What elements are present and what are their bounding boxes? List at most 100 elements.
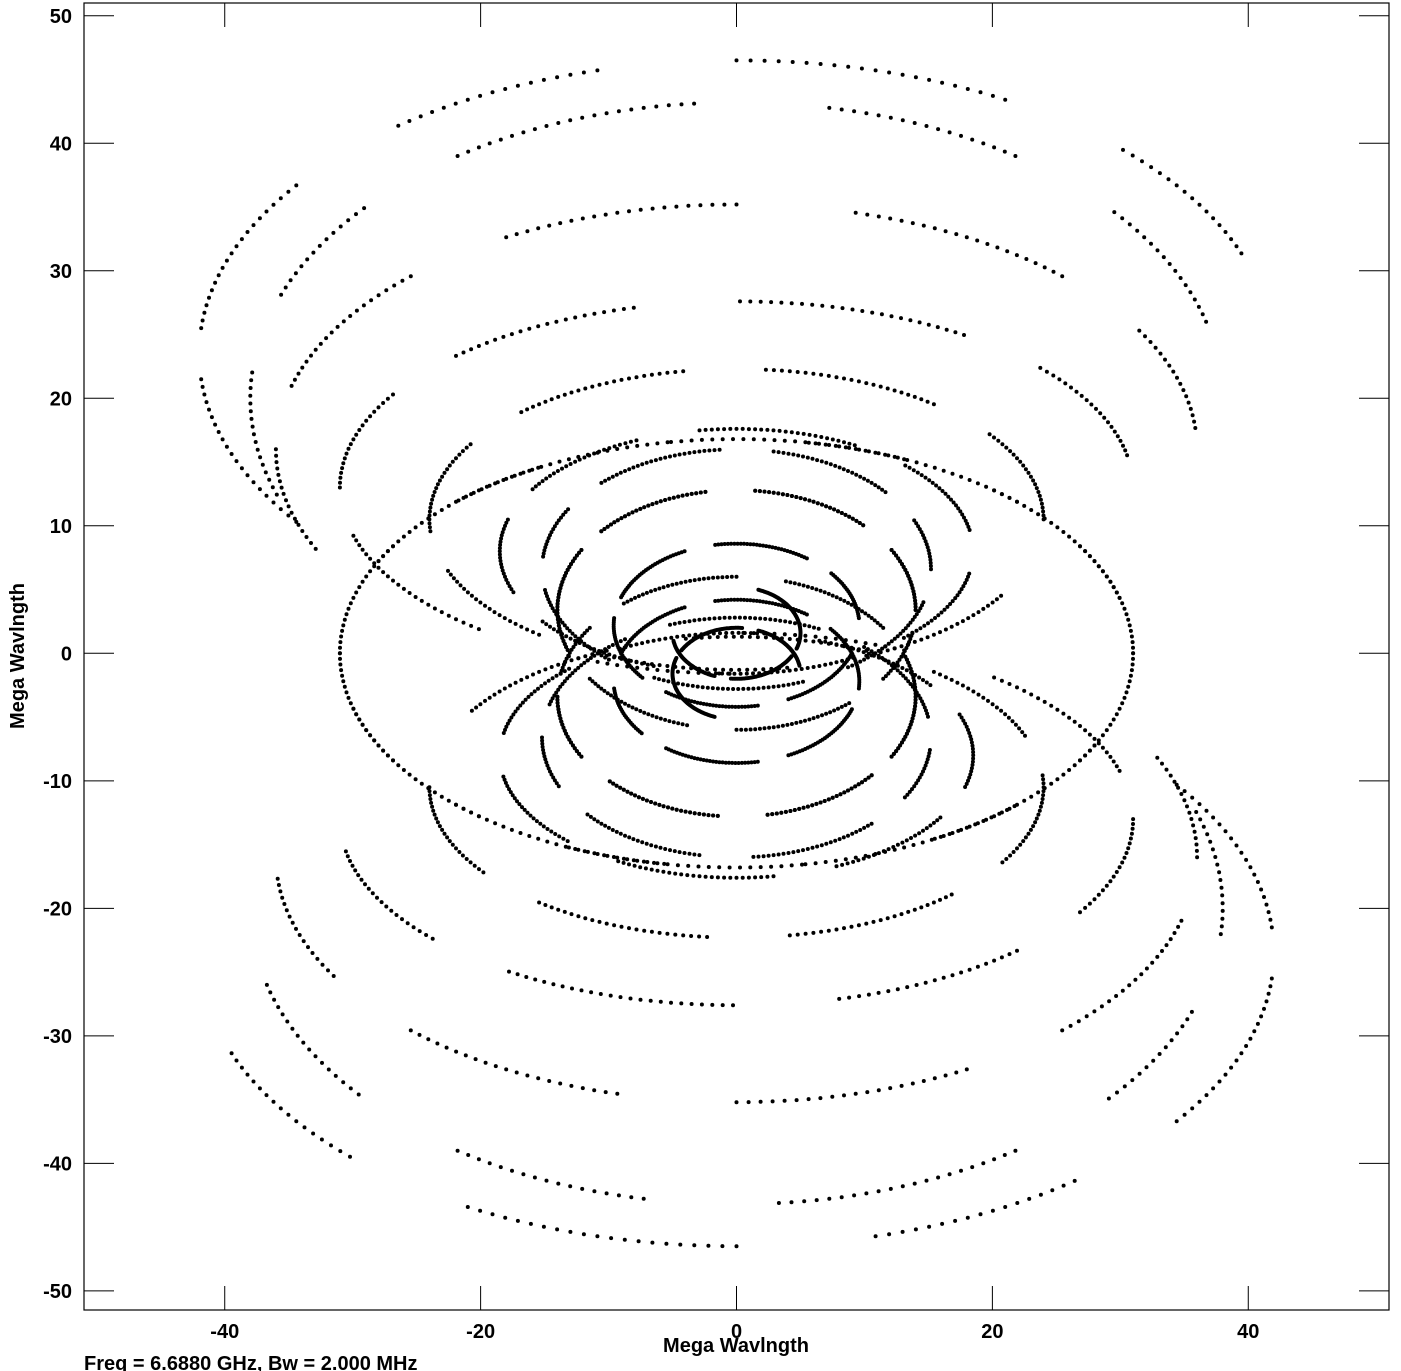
uv-point xyxy=(548,624,552,629)
uv-point xyxy=(635,838,640,843)
uv-point xyxy=(970,762,975,767)
uv-point xyxy=(1029,508,1034,512)
uv-point xyxy=(560,665,565,670)
uv-point xyxy=(850,307,855,312)
uv-point xyxy=(627,926,631,931)
uv-point xyxy=(1185,1017,1190,1022)
uv-point xyxy=(1114,994,1119,998)
uv-point xyxy=(338,645,342,650)
uv-point xyxy=(923,463,928,468)
uv-point xyxy=(287,914,292,919)
uv-point xyxy=(493,337,498,342)
uv-point xyxy=(638,709,643,713)
uv-point xyxy=(503,523,507,528)
uv-point xyxy=(1022,798,1027,803)
uv-point xyxy=(1262,1006,1266,1011)
uv-point xyxy=(921,769,925,774)
uv-point xyxy=(276,883,281,887)
uv-point xyxy=(435,820,440,825)
uv-point xyxy=(701,576,706,581)
uv-point xyxy=(904,668,909,673)
uv-point xyxy=(268,990,273,995)
uv-point xyxy=(1018,459,1023,464)
uv-point xyxy=(507,787,511,792)
uv-point xyxy=(569,1083,574,1088)
uv-point xyxy=(501,774,506,779)
uv-point xyxy=(417,929,422,934)
uv-point xyxy=(864,653,869,658)
uv-point xyxy=(339,634,344,639)
uv-point xyxy=(685,683,690,688)
uv-point xyxy=(898,631,903,636)
uv-point xyxy=(1013,722,1018,727)
uv-point xyxy=(554,319,559,324)
uv-point xyxy=(585,658,590,663)
uv-point xyxy=(1109,424,1114,429)
uv-point xyxy=(313,1054,318,1059)
uv-point xyxy=(678,1242,683,1247)
uv-point xyxy=(797,582,802,587)
uv-point xyxy=(917,527,922,532)
uv-point xyxy=(547,1079,552,1083)
uv-point xyxy=(790,60,795,64)
uv-point xyxy=(718,631,722,636)
uv-point xyxy=(567,737,572,742)
uv-point xyxy=(720,575,725,580)
uv-point xyxy=(439,508,444,512)
uv-point xyxy=(204,400,209,405)
uv-point xyxy=(498,555,503,560)
uv-point xyxy=(795,431,800,436)
uv-point xyxy=(850,470,855,475)
uv-point xyxy=(913,75,918,80)
uv-point xyxy=(432,606,437,611)
uv-point xyxy=(567,673,572,678)
x-tick-label: 0 xyxy=(731,1321,742,1343)
uv-point xyxy=(845,861,850,866)
uv-point xyxy=(741,686,746,691)
uv-point xyxy=(921,702,926,707)
uv-point xyxy=(840,306,845,311)
uv-point xyxy=(487,141,492,146)
uv-point xyxy=(510,133,514,138)
uv-point xyxy=(727,704,731,709)
uv-point xyxy=(883,849,888,854)
uv-point xyxy=(1178,276,1183,280)
uv-point xyxy=(1252,1029,1257,1034)
uv-point xyxy=(549,699,553,704)
uv-point xyxy=(400,278,405,283)
uv-point xyxy=(525,229,530,234)
uv-point xyxy=(514,232,519,237)
uv-point xyxy=(705,631,710,636)
uv-point xyxy=(340,466,345,471)
uv-point xyxy=(706,865,711,869)
uv-point xyxy=(638,207,643,212)
uv-point xyxy=(510,793,515,798)
uv-point xyxy=(1220,893,1225,898)
uv-point xyxy=(898,559,903,564)
uv-point xyxy=(1169,1038,1174,1043)
uv-point xyxy=(635,858,640,863)
uv-point xyxy=(912,592,917,597)
uv-point xyxy=(797,806,802,811)
uv-point xyxy=(619,595,624,600)
uv-point xyxy=(621,787,626,792)
uv-point xyxy=(912,639,917,644)
uv-point xyxy=(543,591,548,596)
uv-point xyxy=(782,604,787,609)
uv-point xyxy=(354,308,359,313)
uv-point xyxy=(569,740,573,745)
uv-point xyxy=(921,828,925,833)
uv-point xyxy=(743,760,748,765)
uv-point xyxy=(803,633,808,638)
uv-point xyxy=(1150,960,1155,965)
uv-point xyxy=(886,847,891,852)
uv-point xyxy=(712,448,717,453)
uv-point xyxy=(381,748,386,753)
uv-point xyxy=(671,680,676,685)
uv-point xyxy=(583,386,588,391)
uv-point xyxy=(746,875,751,880)
uv-point xyxy=(999,593,1004,598)
uv-point xyxy=(1130,662,1135,667)
uv-point xyxy=(558,221,563,226)
uv-point xyxy=(801,679,805,684)
